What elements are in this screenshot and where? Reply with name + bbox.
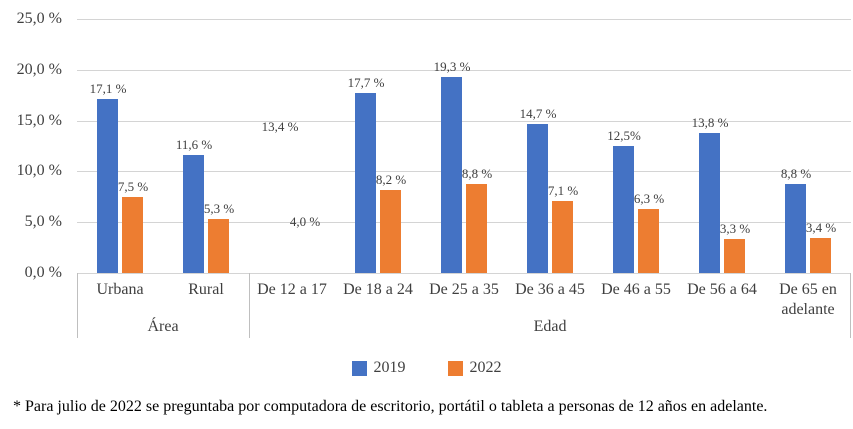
gridline-25: [77, 19, 851, 20]
y-axis-tick-label: 20,0 %: [16, 61, 62, 78]
category-label-9: De 65 en adelante: [779, 281, 837, 318]
bar-2022-8: [724, 239, 745, 273]
gridline-0: [77, 273, 851, 274]
bar-value-label-2019-9: 8,8 %: [780, 166, 812, 181]
category-label-4: De 18 a 24: [343, 281, 413, 298]
bar-2022-1: [122, 197, 143, 273]
group-label-área: Área: [147, 318, 179, 335]
category-label-1: Urbana: [96, 281, 144, 298]
y-axis-tick-label: 5,0 %: [24, 213, 62, 230]
y-axis-tick-label: 10,0 %: [16, 162, 62, 179]
gridline-5: [77, 222, 851, 223]
bar-value-label-2019-3: 13,4 %: [261, 119, 299, 134]
axis-group-separator: [77, 273, 78, 338]
bar-value-label-2019-7: 12,5%: [607, 128, 641, 143]
category-label-3: De 12 a 17: [257, 281, 327, 298]
bar-value-label-2022-7: 6,3 %: [633, 191, 665, 206]
legend-label-2022: 2022: [469, 359, 502, 376]
group-label-edad: Edad: [533, 318, 567, 335]
chart-legend: 2019 2022: [0, 359, 853, 377]
category-label-8: De 56 a 64: [687, 281, 757, 298]
bar-2022-2: [208, 219, 229, 273]
plot-area: 17,1 % 11,6 % 13,4 % 17,7 % 19,3 % 14,7 % 12,5…: [77, 19, 851, 274]
bar-value-label-2019-6: 14,7 %: [519, 106, 557, 121]
bar-value-label-2019-1: 17,1 %: [89, 81, 127, 96]
category-axis: Urbana Rural Área De 12 a 17 De 18 a 24 De 25…: [77, 273, 851, 339]
bar-2019-6: [527, 124, 548, 273]
bar-value-label-2022-5: 8,8 %: [461, 166, 493, 181]
category-label-5: De 25 a 35: [429, 281, 499, 298]
axis-group-separator: [249, 273, 250, 338]
bar-2019-7: [613, 146, 634, 273]
bar-2022-4: [380, 190, 401, 273]
bar-value-label-2019-4: 17,7 %: [347, 75, 385, 90]
gridline-20: [77, 70, 851, 71]
legend-item-2022: 2022: [447, 359, 502, 377]
bar-value-label-2022-2: 5,3 %: [203, 201, 235, 216]
legend-swatch-2019: [351, 360, 367, 376]
bar-value-label-2022-6: 7,1 %: [547, 183, 579, 198]
gridline-10: [77, 171, 851, 172]
bar-value-label-2019-2: 11,6 %: [175, 137, 213, 152]
axis-group-separator: [850, 273, 851, 338]
gridline-15: [77, 121, 851, 122]
bar-2019-5: [441, 77, 462, 273]
bar-value-label-2019-5: 19,3 %: [433, 59, 471, 74]
bar-2019-9: [785, 184, 806, 273]
category-label-7: De 46 a 55: [601, 281, 671, 298]
y-axis-tick-label: 25,0 %: [16, 10, 62, 27]
bar-value-label-2022-9: 3,4 %: [805, 220, 837, 235]
bar-2022-9: [810, 238, 831, 273]
bar-2019-4: [355, 93, 376, 273]
bar-value-label-2022-1: 7,5 %: [117, 179, 149, 194]
bar-2022-5: [466, 184, 487, 273]
category-label-6: De 36 a 45: [515, 281, 585, 298]
bar-value-label-2022-8: 3,3 %: [719, 221, 751, 236]
legend-label-2019: 2019: [373, 359, 406, 376]
bar-2022-6: [552, 201, 573, 273]
category-label-2: Rural: [188, 281, 224, 298]
y-axis-tick-label: 15,0 %: [16, 112, 62, 129]
y-axis-tick-label: 0,0 %: [24, 264, 62, 281]
bar-value-label-2022-3: 4,0 %: [289, 214, 321, 229]
bar-2022-7: [638, 209, 659, 273]
bar-value-label-2019-8: 13,8 %: [691, 115, 729, 130]
legend-swatch-2022: [447, 360, 463, 376]
footnote: * Para julio de 2022 se preguntaba por c…: [13, 398, 768, 415]
bar-2019-8: [699, 133, 720, 273]
bar-2019-1: [97, 99, 118, 273]
legend-item-2019: 2019: [351, 359, 406, 377]
bar-2019-2: [183, 155, 204, 273]
bar-value-label-2022-4: 8,2 %: [375, 172, 407, 187]
